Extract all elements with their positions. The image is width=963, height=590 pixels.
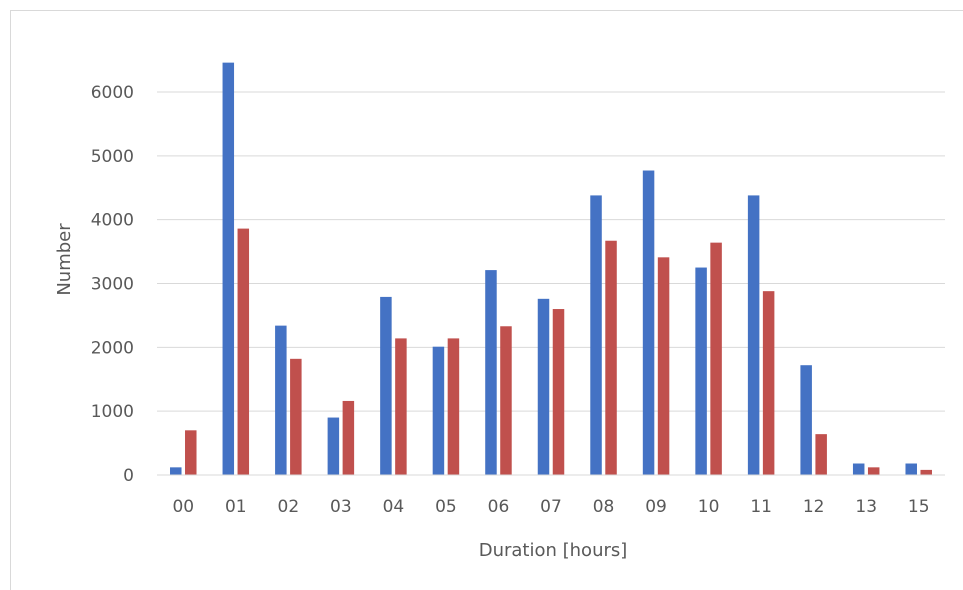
bar-series-1 (642, 170, 655, 475)
y-tick-label: 0 (123, 466, 134, 486)
bar-series-2 (920, 469, 932, 475)
y-tick-label: 1000 (91, 402, 134, 422)
bar-series-2 (710, 242, 722, 475)
bar-series-2 (447, 338, 460, 475)
bar-series-2 (237, 228, 250, 475)
x-tick-label: 13 (855, 497, 877, 517)
x-axis-label: Duration [hours] (479, 540, 628, 561)
bar-series-1 (800, 365, 812, 475)
chart-frame (10, 10, 963, 590)
bar-series-1 (432, 346, 445, 475)
bar-series-1 (275, 325, 287, 475)
bar-series-2 (552, 309, 565, 475)
bar-series-1 (695, 267, 707, 475)
bar-series-1 (485, 270, 497, 475)
bar-series-2 (867, 467, 880, 475)
bar-series-1 (380, 296, 392, 475)
bar-series-1 (905, 463, 917, 475)
x-tick-label: 11 (750, 497, 772, 517)
x-tick-label: 15 (908, 497, 930, 517)
x-tick-label: 02 (278, 497, 300, 517)
bar-series-2 (762, 291, 775, 475)
y-axis-label: Number (54, 223, 75, 296)
bar-series-1 (327, 417, 340, 475)
bar-series-1 (852, 463, 865, 475)
bar-series-1 (747, 195, 760, 475)
y-tick-label: 2000 (91, 338, 134, 358)
bar-series-2 (500, 326, 512, 475)
bar-series-2 (290, 358, 302, 475)
bar-series-2 (395, 338, 407, 475)
x-tick-label: 12 (803, 497, 825, 517)
bar-series-1 (222, 62, 235, 476)
x-tick-label: 06 (488, 497, 510, 517)
x-tick-label: 09 (645, 497, 667, 517)
x-tick-label: 10 (698, 497, 720, 517)
bar-series-2 (342, 400, 355, 475)
gridlines (157, 91, 945, 412)
bar-series-2 (815, 434, 827, 475)
x-tick-label: 01 (225, 497, 247, 517)
bar-series-1 (170, 467, 182, 475)
x-tick-label: 08 (593, 497, 615, 517)
bars (170, 62, 932, 476)
y-tick-label: 6000 (91, 83, 134, 103)
x-tick-label: 07 (540, 497, 562, 517)
x-tick-label: 04 (383, 497, 405, 517)
bar-series-2 (185, 430, 197, 475)
x-tick-label: 03 (330, 497, 352, 517)
bar-series-2 (657, 257, 670, 475)
bar-series-1 (537, 298, 550, 475)
y-tick-label: 4000 (91, 211, 134, 231)
x-tick-label: 05 (435, 497, 457, 517)
x-axis-ticks: 00 01 02 03 04 05 06 07 08 09 10 11 12 13 15 (172, 497, 929, 517)
y-tick-label: 5000 (91, 147, 134, 167)
y-axis-ticks: 0 1000 2000 3000 4000 5000 6000 (91, 83, 134, 486)
x-tick-label: 00 (172, 497, 194, 517)
y-tick-label: 3000 (91, 275, 134, 295)
bar-series-1 (590, 195, 602, 475)
bar-series-2 (605, 240, 617, 475)
